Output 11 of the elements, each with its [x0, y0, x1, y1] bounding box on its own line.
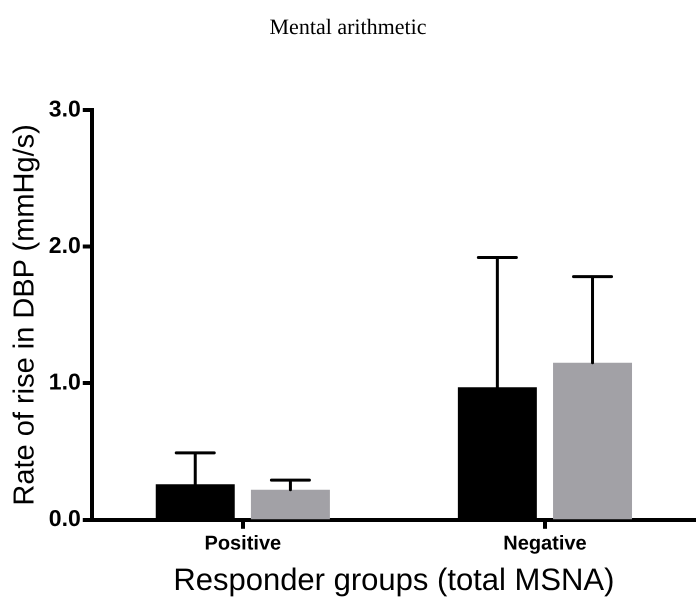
bar: [553, 362, 632, 520]
x-tick-label: Negative: [503, 532, 587, 554]
y-tick-label: 0.0: [48, 505, 81, 532]
y-axis-title: Rate of rise in DBP (mmHg/s): [8, 124, 40, 506]
x-tick-label: Positive: [204, 532, 282, 554]
y-tick-label: 1.0: [48, 368, 81, 395]
y-tick-label: 2.0: [48, 232, 81, 258]
bar: [250, 490, 330, 520]
chart-title: Mental arithmetic: [268, 14, 428, 40]
y-tick-label: 3.0: [48, 95, 81, 122]
x-axis-title: Responder groups (total MSNA): [173, 562, 614, 597]
